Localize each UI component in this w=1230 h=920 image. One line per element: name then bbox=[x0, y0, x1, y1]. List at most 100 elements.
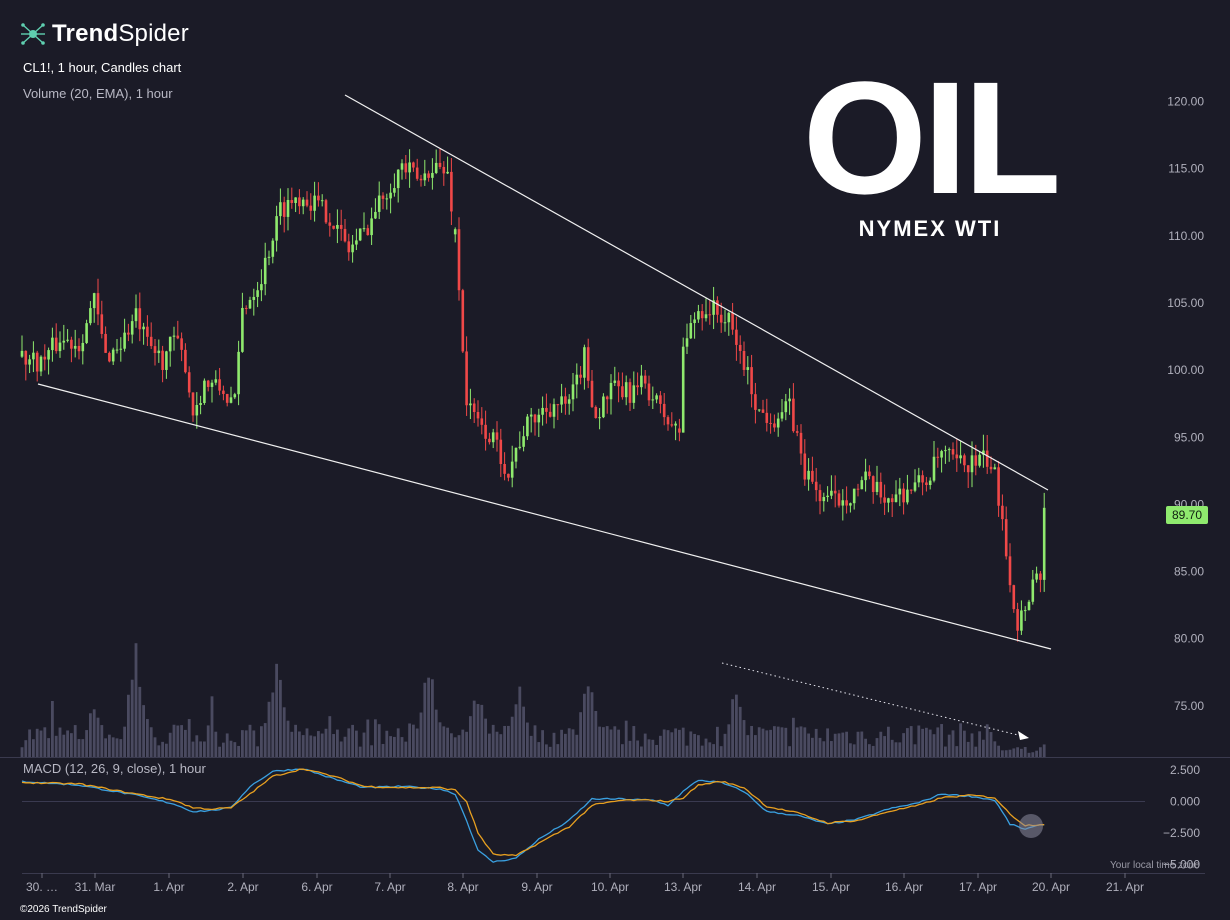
candle-body bbox=[457, 229, 461, 291]
volume-bar bbox=[62, 734, 66, 757]
volume-bar bbox=[214, 731, 218, 757]
candle-body bbox=[727, 312, 731, 323]
volume-bar bbox=[1031, 752, 1035, 757]
volume-bar bbox=[130, 679, 134, 757]
brand-name: TrendSpider bbox=[52, 20, 189, 47]
volume-bar bbox=[423, 682, 427, 757]
volume-bar bbox=[51, 701, 54, 757]
volume-bar bbox=[472, 700, 476, 757]
candle-body bbox=[917, 475, 921, 483]
candle-body bbox=[674, 423, 677, 426]
volume-bar bbox=[271, 692, 275, 757]
volume-bar bbox=[180, 725, 183, 757]
volume-bar bbox=[77, 739, 81, 757]
candle-body bbox=[355, 240, 358, 245]
candle-body bbox=[681, 346, 685, 433]
volume-bar bbox=[389, 736, 392, 757]
volume-bar bbox=[58, 727, 62, 757]
candle-body bbox=[28, 359, 31, 365]
candle-body bbox=[849, 503, 852, 506]
price-tick-label: 80.00 bbox=[1174, 632, 1204, 646]
volume-bar bbox=[313, 736, 316, 757]
volume-bar bbox=[917, 725, 921, 757]
candle-body bbox=[1039, 573, 1042, 580]
candle-body bbox=[374, 211, 377, 219]
candle-body bbox=[279, 202, 282, 217]
candle-body bbox=[754, 394, 757, 410]
volume-bar bbox=[856, 731, 860, 757]
candle-body bbox=[324, 200, 328, 223]
volume-bar bbox=[260, 726, 263, 757]
candle-body bbox=[123, 332, 126, 349]
volume-bar bbox=[510, 716, 514, 757]
candle-body bbox=[366, 228, 370, 236]
volume-bar bbox=[586, 686, 590, 757]
volume-trend-arrow bbox=[721, 662, 1023, 737]
macd-indicator-label[interactable]: MACD (12, 26, 9, close), 1 hour bbox=[23, 761, 206, 776]
macd-highlight-marker bbox=[1019, 814, 1043, 838]
candle-body bbox=[860, 480, 864, 490]
candle-body bbox=[328, 222, 332, 226]
candle-body bbox=[119, 348, 123, 350]
volume-bar bbox=[108, 734, 111, 757]
volume-bar bbox=[738, 706, 742, 757]
candle-body bbox=[651, 399, 655, 401]
volume-bar bbox=[598, 726, 601, 757]
candle-body bbox=[871, 476, 875, 492]
volume-bar bbox=[434, 709, 438, 757]
candle-body bbox=[708, 314, 712, 316]
candle-body bbox=[1020, 610, 1023, 631]
volume-bar bbox=[518, 686, 522, 757]
candle-body bbox=[826, 495, 829, 498]
candle-body bbox=[73, 345, 77, 349]
candle-body bbox=[993, 467, 997, 470]
candle-body bbox=[712, 300, 715, 315]
volume-bar bbox=[951, 730, 955, 757]
candle-body bbox=[442, 166, 446, 174]
volume-bar bbox=[735, 694, 738, 757]
volume-bar bbox=[343, 736, 347, 757]
candle-body bbox=[883, 497, 886, 503]
volume-bar bbox=[279, 679, 282, 757]
candle-body bbox=[590, 380, 594, 407]
candle-body bbox=[260, 284, 263, 291]
candle-body bbox=[875, 481, 879, 492]
volume-bar bbox=[552, 732, 556, 757]
candle-body bbox=[35, 352, 39, 372]
volume-bar bbox=[830, 741, 833, 757]
volume-bar bbox=[1012, 748, 1016, 757]
volume-indicator-label[interactable]: Volume (20, EMA), 1 hour bbox=[23, 86, 173, 101]
candle-body bbox=[784, 401, 788, 413]
volume-bar bbox=[28, 729, 31, 757]
candle-body bbox=[389, 192, 392, 199]
volume-bar bbox=[54, 735, 58, 757]
volume-bar bbox=[241, 730, 244, 757]
volume-bar bbox=[833, 733, 837, 757]
candle-body bbox=[104, 333, 107, 353]
candle-body bbox=[134, 308, 138, 322]
candle-body bbox=[868, 471, 871, 477]
candle-body bbox=[583, 347, 586, 378]
candle-body bbox=[62, 340, 66, 343]
price-tick-label: 95.00 bbox=[1174, 430, 1204, 444]
volume-bar bbox=[985, 724, 989, 757]
x-tick-label: 16. Apr bbox=[885, 880, 923, 894]
candles bbox=[20, 148, 1046, 642]
candle-body bbox=[298, 197, 301, 207]
candle-body bbox=[837, 493, 841, 506]
x-tick-label: 2. Apr bbox=[227, 880, 258, 894]
candle-body bbox=[548, 411, 552, 417]
candle-body bbox=[678, 428, 681, 433]
timezone-label[interactable]: Your local time zone bbox=[1110, 860, 1200, 871]
candle-body bbox=[472, 403, 476, 412]
volume-bar bbox=[374, 719, 377, 757]
volume-bar bbox=[864, 738, 867, 757]
candle-body bbox=[362, 228, 366, 230]
candle-body bbox=[700, 311, 704, 319]
volume-bar bbox=[256, 746, 259, 757]
volume-bar bbox=[146, 719, 149, 757]
volume-bar bbox=[792, 717, 795, 757]
candle-body bbox=[1042, 507, 1046, 580]
candle-body bbox=[461, 290, 465, 352]
